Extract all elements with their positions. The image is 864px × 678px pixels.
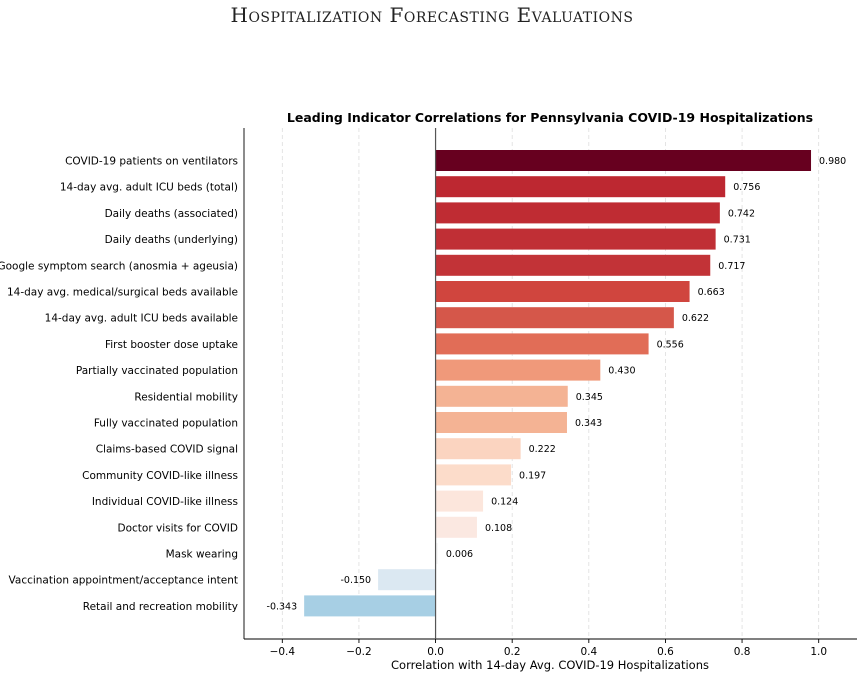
- category-label: Partially vaccinated population: [76, 365, 238, 377]
- bar: [435, 307, 674, 329]
- bar: [435, 254, 711, 276]
- bar: [435, 385, 568, 407]
- value-label: 0.556: [657, 339, 684, 350]
- bar: [435, 150, 812, 171]
- bar: [435, 281, 690, 302]
- bars-group: [304, 150, 812, 617]
- x-axis-label: Correlation with 14-day Avg. COVID-19 Ho…: [391, 658, 709, 672]
- x-tick-label: 0.2: [504, 646, 521, 658]
- value-label: 0.717: [718, 261, 745, 272]
- value-label: 0.731: [724, 235, 751, 246]
- category-label: First booster dose uptake: [105, 339, 238, 351]
- category-label: 14-day avg. medical/surgical beds availa…: [7, 287, 238, 299]
- category-label: Doctor visits for COVID: [118, 522, 238, 534]
- value-labels: 0.980 0.756 0.742 0.731 0.717 0.663 0.622 0.556…: [267, 156, 847, 612]
- x-ticks: −0.4 −0.2 0.0 0.2 0.4 0.6 0.8 1.0: [270, 639, 827, 658]
- value-label: 0.108: [485, 523, 512, 534]
- category-label: Claims-based COVID signal: [96, 444, 238, 456]
- value-label: 0.756: [733, 182, 760, 193]
- value-label: -0.150: [340, 575, 371, 586]
- x-tick-label: −0.2: [346, 646, 372, 658]
- bar: [378, 569, 436, 591]
- bar: [435, 543, 438, 564]
- category-label: Vaccination appointment/acceptance inten…: [9, 575, 238, 587]
- value-label: 0.006: [446, 549, 473, 560]
- category-label: Daily deaths (associated): [105, 208, 238, 220]
- category-label: 14-day avg. adult ICU beds (total): [60, 182, 238, 194]
- x-tick-label: 1.0: [810, 646, 827, 658]
- category-label: Daily deaths (underlying): [105, 234, 238, 246]
- x-tick-label: 0.4: [580, 646, 597, 658]
- value-label: 0.742: [728, 208, 755, 219]
- bar: [435, 176, 726, 198]
- bar: [435, 228, 716, 250]
- bar: [435, 359, 601, 381]
- bar: [435, 412, 567, 433]
- category-label: Community COVID-like illness: [82, 470, 238, 482]
- x-tick-label: −0.4: [270, 646, 296, 658]
- bar: [435, 464, 512, 486]
- bar: [435, 333, 649, 355]
- chart-title: Leading Indicator Correlations for Penns…: [287, 110, 813, 125]
- value-label: 0.430: [608, 366, 635, 377]
- value-label: 0.343: [575, 418, 602, 429]
- category-label: Residential mobility: [134, 391, 238, 403]
- category-label: COVID-19 patients on ventilators: [65, 156, 238, 168]
- value-label: -0.343: [267, 601, 298, 612]
- axes: [243, 128, 857, 640]
- value-label: 0.197: [519, 470, 546, 481]
- value-label: 0.622: [682, 313, 709, 324]
- category-label: Fully vaccinated population: [94, 418, 238, 430]
- x-tick-label: 0.8: [734, 646, 751, 658]
- category-label: Google symptom search (anosmia + ageusia…: [0, 260, 238, 272]
- value-label: 0.345: [576, 392, 603, 403]
- category-label: Individual COVID-like illness: [92, 496, 238, 508]
- value-label: 0.222: [529, 444, 556, 455]
- x-tick-label: 0.6: [657, 646, 674, 658]
- bar: [435, 438, 521, 460]
- category-label: Retail and recreation mobility: [83, 601, 238, 613]
- value-label: 0.980: [819, 156, 846, 167]
- value-label: 0.124: [491, 497, 518, 508]
- bar: [435, 202, 720, 224]
- x-tick-label: 0.0: [427, 646, 444, 658]
- category-label: 14-day avg. adult ICU beds available: [45, 313, 238, 325]
- bar: [304, 595, 436, 617]
- page-title: Hospitalization Forecasting Evaluations: [230, 3, 634, 27]
- category-labels: COVID-19 patients on ventilators 14-day a…: [0, 156, 238, 613]
- bar: [435, 516, 477, 538]
- category-label: Mask wearing: [166, 549, 238, 561]
- bar: [435, 490, 484, 512]
- value-label: 0.663: [698, 287, 725, 298]
